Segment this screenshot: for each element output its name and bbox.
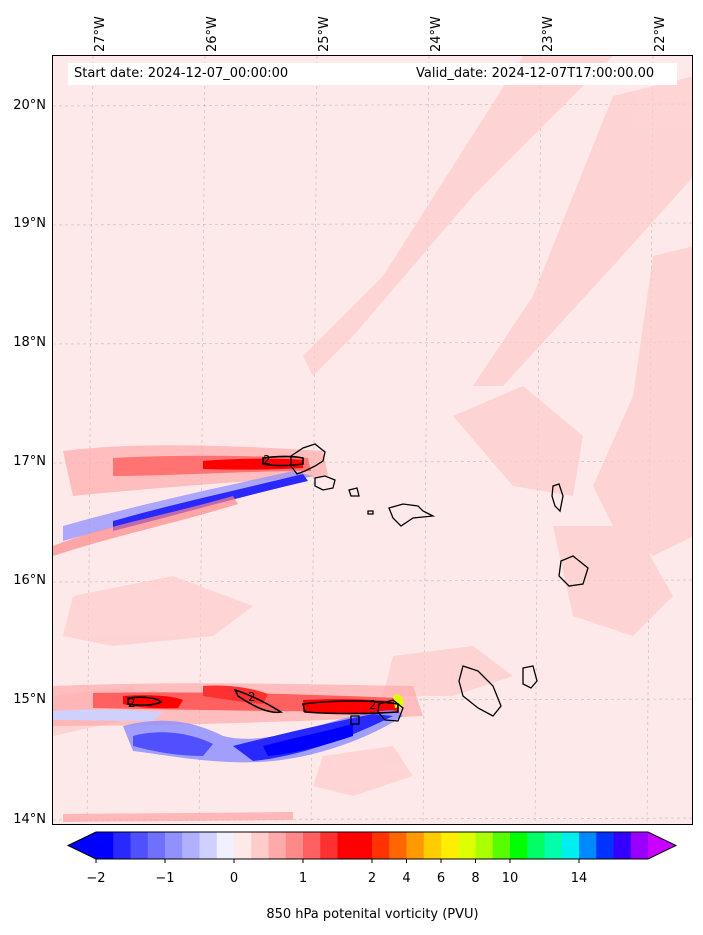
colorbar-segment xyxy=(527,832,545,859)
lat-label-19n: 19°N xyxy=(13,216,46,231)
colorbar-segment xyxy=(458,832,476,859)
colorbar-tick-label: 14 xyxy=(570,871,588,886)
colorbar-segment xyxy=(199,832,218,859)
island-sao-vicente xyxy=(314,475,336,491)
map-panel: 2 2 2 2 xyxy=(52,55,693,825)
island-santiago xyxy=(458,665,502,717)
colorbar-segment xyxy=(147,832,166,859)
colorbar-segment xyxy=(544,832,563,859)
island-sao-nicolau xyxy=(388,503,436,527)
valid-date-text: Valid_date: 2024-12-07T17:00:00.00 xyxy=(416,66,655,81)
colorbar-segment xyxy=(234,832,252,859)
colorbar xyxy=(66,831,678,863)
colorbar-extend-low xyxy=(68,832,96,859)
colorbar-segment xyxy=(579,832,597,859)
colorbar-tick-label: 6 xyxy=(436,871,446,886)
pv-band-north xyxy=(53,445,328,556)
colorbar-tick-label: 10 xyxy=(501,871,519,886)
colorbar-tick-label: 0 xyxy=(229,871,239,886)
contour-lines-2pvu xyxy=(127,455,399,715)
contour-label: 2 xyxy=(263,453,271,467)
island-fogo xyxy=(377,699,404,722)
colorbar-segment xyxy=(596,832,614,859)
colorbar-tick-label: 1 xyxy=(298,871,308,886)
colorbar-segment xyxy=(613,832,632,859)
contour-labels: 2 2 2 2 xyxy=(128,453,377,712)
colorbar-segment xyxy=(492,832,511,859)
weak-pv-bands xyxy=(53,56,692,796)
island-boa-vista xyxy=(558,555,589,587)
colorbar-segment xyxy=(354,832,373,859)
lat-label-18n: 18°N xyxy=(13,335,46,350)
date-header-box xyxy=(68,63,677,85)
island-raso xyxy=(367,510,374,515)
start-date-text: Start date: 2024-12-07_00:00:00 xyxy=(74,66,289,81)
colorbar-segment xyxy=(475,832,494,859)
lat-label-14n: 14°N xyxy=(13,812,46,827)
island-santo-antao xyxy=(290,443,326,475)
colorbar-segment xyxy=(320,832,338,859)
pv-band-south xyxy=(53,683,423,822)
contour-label: 2 xyxy=(248,690,256,704)
colorbar-label: 850 hPa potenital vorticity (PVU) xyxy=(266,907,479,922)
coastlines xyxy=(290,443,589,725)
colorbar-extend-high xyxy=(648,832,676,859)
colorbar-segment xyxy=(510,832,528,859)
colorbar-segment xyxy=(268,832,287,859)
colorbar-segment xyxy=(113,832,131,859)
colorbar-segment xyxy=(389,832,407,859)
contour-label: 2 xyxy=(369,698,377,712)
colorbar-segment xyxy=(561,832,580,859)
colorbar-segment xyxy=(165,832,183,859)
colorbar-tick-label: 4 xyxy=(402,871,411,886)
lat-label-15n: 15°N xyxy=(13,692,46,707)
island-maio xyxy=(522,665,538,689)
colorbar-tick-label: 2 xyxy=(367,871,377,886)
colorbar-segment xyxy=(216,832,235,859)
colorbar-segment xyxy=(441,832,459,859)
colorbar-segment xyxy=(337,832,356,859)
colorbar-segment xyxy=(406,832,425,859)
lat-label-17n: 17°N xyxy=(13,454,46,469)
lat-label-16n: 16°N xyxy=(13,573,46,588)
colorbar-segment xyxy=(251,832,269,859)
colorbar-tick-label: −2 xyxy=(86,871,106,886)
colorbar-segment xyxy=(423,832,442,859)
colorbar-segment xyxy=(303,832,321,859)
island-sal xyxy=(551,483,564,513)
colorbar-tick-label: −1 xyxy=(155,871,175,886)
colorbar-segment xyxy=(372,832,390,859)
island-santa-luzia xyxy=(348,487,360,497)
contour-label: 2 xyxy=(128,696,136,710)
colorbar-segment xyxy=(630,832,649,859)
colorbar-tick-label: 8 xyxy=(471,871,480,886)
island-brava xyxy=(350,715,360,725)
colorbar-segment xyxy=(130,832,149,859)
colorbar-segment xyxy=(182,832,200,859)
colorbar-segment xyxy=(285,832,304,859)
colorbar-segment xyxy=(96,832,114,859)
lat-label-20n: 20°N xyxy=(13,98,46,113)
pv-field-map: 2 2 2 2 xyxy=(53,56,692,824)
